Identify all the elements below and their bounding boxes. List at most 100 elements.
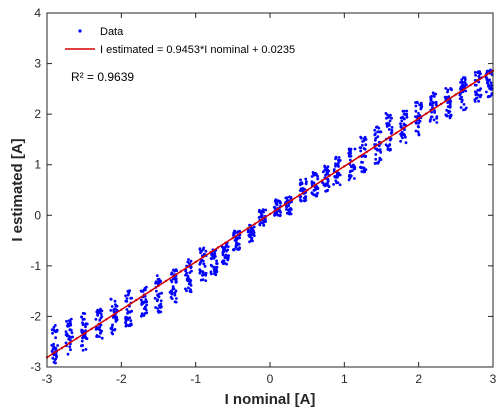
y-tick-label: 1 xyxy=(34,158,41,172)
data-point xyxy=(485,90,488,94)
data-point xyxy=(302,196,306,200)
data-point xyxy=(52,342,55,346)
data-point xyxy=(175,297,178,300)
data-point xyxy=(316,191,319,195)
data-point xyxy=(337,159,341,163)
data-point xyxy=(332,168,336,171)
data-point xyxy=(384,112,388,115)
fit-line-marker xyxy=(432,107,435,111)
fit-line-marker xyxy=(246,227,249,230)
data-point xyxy=(221,245,225,249)
data-point xyxy=(187,258,190,261)
data-point xyxy=(155,274,159,277)
data-point xyxy=(184,269,188,273)
data-point xyxy=(304,177,308,181)
data-point xyxy=(140,303,144,306)
data-point xyxy=(417,121,421,125)
data-point xyxy=(80,339,84,343)
data-point xyxy=(478,88,481,92)
data-point xyxy=(234,239,238,242)
legend-box xyxy=(55,18,340,58)
data-point xyxy=(347,154,351,158)
fit-line-marker xyxy=(90,327,93,330)
data-point xyxy=(202,273,205,277)
fit-line-marker xyxy=(172,275,175,278)
data-point xyxy=(429,102,432,105)
fit-line-marker xyxy=(60,346,64,350)
data-point xyxy=(235,241,239,245)
data-point xyxy=(338,183,342,187)
fit-line-marker xyxy=(75,337,78,340)
data-point xyxy=(184,273,188,277)
data-point xyxy=(459,87,462,91)
data-point xyxy=(474,73,477,77)
data-point xyxy=(221,259,225,262)
data-point xyxy=(154,306,158,309)
data-point xyxy=(347,152,351,155)
data-point xyxy=(198,268,202,272)
fit-line-marker xyxy=(157,284,160,287)
data-point xyxy=(225,262,229,266)
data-point xyxy=(68,320,72,324)
data-point xyxy=(321,181,324,184)
data-point xyxy=(170,289,173,293)
data-point xyxy=(65,319,68,323)
data-point xyxy=(224,244,228,248)
fit-line-marker xyxy=(149,289,153,292)
data-point xyxy=(95,335,99,338)
data-point xyxy=(361,166,365,170)
data-point xyxy=(402,109,406,113)
data-point xyxy=(435,116,439,120)
fit-line-marker xyxy=(335,169,339,173)
fit-line-marker xyxy=(424,112,428,115)
data-point xyxy=(400,132,404,136)
data-point xyxy=(238,247,241,251)
data-point xyxy=(463,80,467,84)
data-point xyxy=(363,170,367,174)
y-axis-title: I estimated [A] xyxy=(9,138,26,241)
data-point xyxy=(215,265,219,269)
data-point xyxy=(81,321,84,325)
data-point xyxy=(235,247,239,251)
fit-line-marker xyxy=(209,251,212,254)
data-point xyxy=(414,109,418,113)
data-point xyxy=(431,104,434,107)
data-point xyxy=(300,189,303,192)
x-tick-label: 0 xyxy=(267,372,274,386)
data-point xyxy=(278,213,282,217)
data-point xyxy=(252,225,256,229)
data-point xyxy=(463,76,467,80)
data-point xyxy=(226,245,230,249)
data-point xyxy=(387,127,391,131)
data-point xyxy=(236,230,240,234)
fit-line-marker xyxy=(306,189,309,192)
data-point xyxy=(155,299,159,303)
fit-line-marker xyxy=(261,217,264,221)
data-point xyxy=(130,296,134,300)
data-point xyxy=(299,178,302,182)
data-point xyxy=(275,201,279,205)
data-point xyxy=(252,231,256,235)
fit-line-marker xyxy=(343,165,346,168)
data-point xyxy=(94,317,98,321)
data-point xyxy=(431,101,435,105)
data-point xyxy=(348,176,352,180)
data-point xyxy=(158,279,161,283)
data-point xyxy=(279,211,282,214)
legend-data-label: Data xyxy=(100,26,124,38)
data-point xyxy=(390,116,393,120)
data-point xyxy=(477,75,481,78)
data-point xyxy=(54,336,57,340)
data-point xyxy=(96,311,100,315)
data-point xyxy=(475,92,479,96)
data-point xyxy=(140,314,143,318)
fit-line-marker xyxy=(372,146,376,149)
fit-line-marker xyxy=(276,208,279,211)
data-point xyxy=(71,335,74,339)
data-point xyxy=(99,312,103,316)
data-point xyxy=(388,143,392,146)
data-point xyxy=(54,346,58,350)
data-point xyxy=(113,328,117,331)
fit-line-marker xyxy=(320,179,324,182)
data-point xyxy=(375,147,379,151)
